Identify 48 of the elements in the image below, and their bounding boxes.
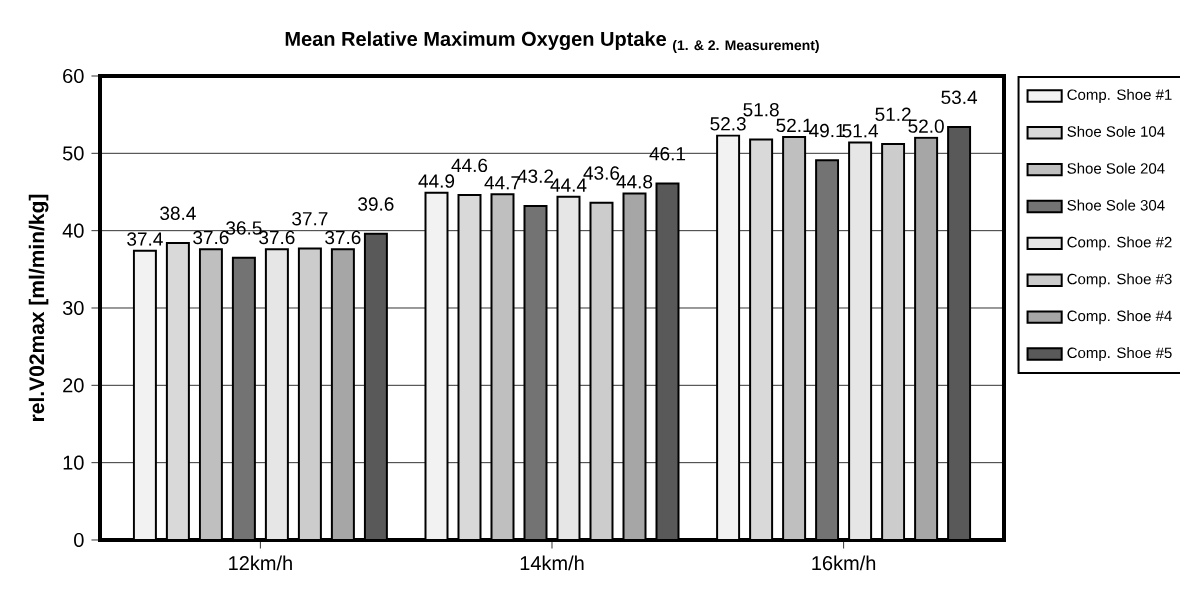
y-tick-label: 60 <box>63 68 84 84</box>
y-tick-label: 10 <box>63 455 84 470</box>
bar <box>782 136 807 540</box>
legend-label: Comp. Shoe #3 <box>1067 273 1172 288</box>
x-tick-label: 16km/h <box>812 555 876 571</box>
legend-label: Comp. Shoe #4 <box>1067 310 1172 325</box>
bar <box>165 242 190 540</box>
bar <box>622 192 647 540</box>
y-axis-title: rel.V02max [ml/min/kg] <box>28 194 49 421</box>
legend-label: Comp. Shoe #2 <box>1067 236 1172 251</box>
legend-label: Comp. Shoe #1 <box>1067 89 1172 103</box>
bar <box>914 136 939 540</box>
y-tick-label: 30 <box>62 300 84 316</box>
legend-label: Shoe Sole 104 <box>1067 125 1165 137</box>
bar <box>523 204 548 540</box>
data-label: 37.4 <box>127 232 163 246</box>
bar <box>749 138 774 540</box>
data-label: 44.6 <box>451 158 488 173</box>
legend-label: Comp. Shoe #5 <box>1067 347 1172 362</box>
data-label: 37.7 <box>292 211 328 226</box>
legend-label: Shoe Sole 304 <box>1067 199 1165 211</box>
bar <box>363 232 388 540</box>
bar <box>947 126 972 540</box>
chart-title: Mean Relative Maximum Oxygen Uptake <box>285 31 667 51</box>
bar <box>815 159 840 540</box>
bar <box>231 256 256 540</box>
data-label: 53.4 <box>941 90 978 105</box>
data-label: 52.0 <box>908 119 944 133</box>
data-label: 38.4 <box>160 206 196 221</box>
y-tick-label: 40 <box>62 223 84 238</box>
data-label: 51.8 <box>743 102 779 117</box>
data-label: 39.6 <box>358 197 394 211</box>
bar <box>490 193 515 540</box>
legend-label: Shoe Sole 204 <box>1067 162 1165 174</box>
data-label: 51.2 <box>875 107 911 122</box>
bar <box>848 141 873 540</box>
bar <box>198 248 223 540</box>
chart-subtitle: (1. & 2. Measurement) <box>672 39 819 53</box>
data-label: 44.9 <box>418 174 455 188</box>
x-tick-label: 12km/h <box>229 555 292 571</box>
y-tick-label: 20 <box>63 378 84 393</box>
y-tick-label: 50 <box>62 146 84 161</box>
y-tick-label: 0 <box>74 532 84 548</box>
x-tick-label: 14km/h <box>520 555 584 571</box>
bar <box>330 248 355 540</box>
data-label: 37.6 <box>325 230 361 245</box>
bar <box>264 248 289 540</box>
data-label: 52.3 <box>710 117 746 131</box>
